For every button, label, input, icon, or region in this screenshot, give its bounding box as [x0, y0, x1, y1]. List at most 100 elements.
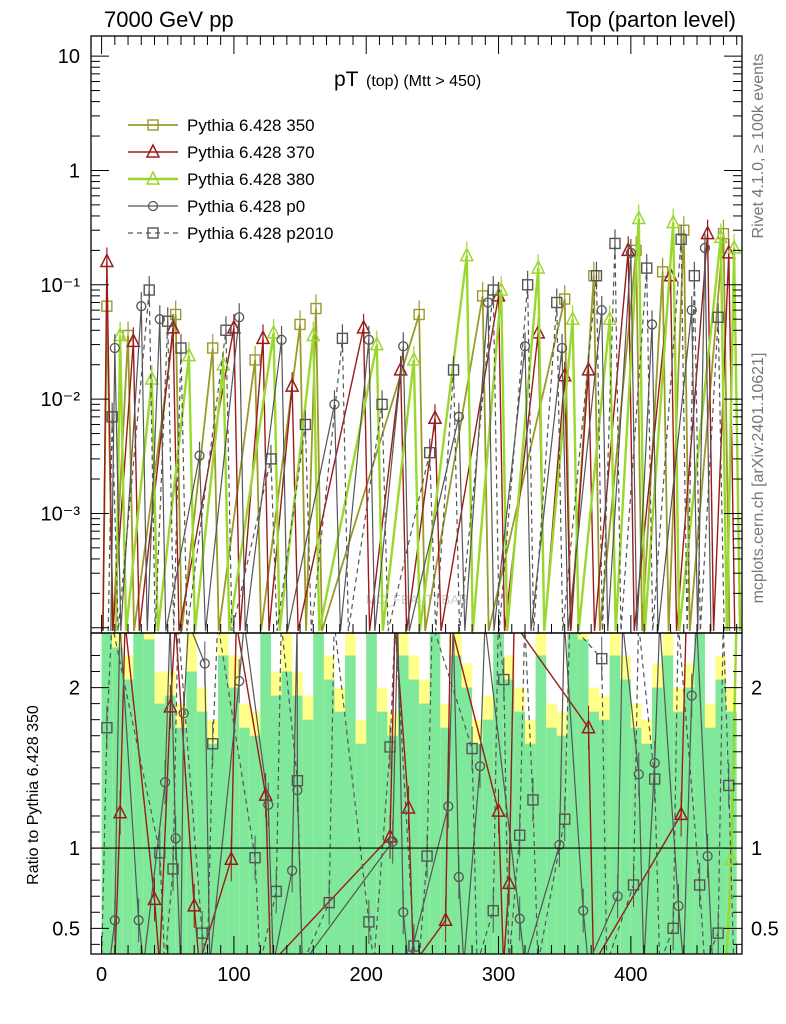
legend-marker	[147, 227, 159, 239]
main-point	[112, 326, 128, 342]
ratio-point	[207, 738, 219, 750]
ratio-point	[199, 658, 210, 669]
header-right: Top (parton level)	[566, 7, 736, 32]
legend-marker	[145, 170, 161, 185]
main-point	[363, 334, 375, 345]
main-point	[721, 244, 736, 259]
main-point	[641, 262, 653, 274]
main-point	[700, 224, 715, 240]
axes: 10 1 10⁻¹ 10⁻² 10⁻³ 0.5 0.5 1 1 2 2 0 100 200 300 400	[41, 36, 779, 986]
mcplots-label: mcplots.cern.ch [arXiv:2401.10621]	[750, 353, 767, 604]
ratio-point	[453, 871, 464, 883]
band-green-bin	[704, 727, 716, 954]
band-green-bin	[609, 655, 621, 954]
main-panel-series	[99, 204, 742, 632]
legend: Pythia 6.428 350 Pythia 6.428 370 Pythia 6…	[128, 116, 334, 243]
main-point	[699, 242, 711, 254]
band-green-bin	[292, 695, 303, 954]
x-tick-label: 0	[96, 964, 107, 986]
ratio-point	[159, 777, 171, 788]
ratio-point	[501, 874, 517, 890]
ratio-uncertainty-bands	[101, 633, 737, 954]
ratio-series-3	[101, 633, 735, 954]
main-point	[162, 315, 174, 327]
legend-label: Pythia 6.428 370	[187, 143, 315, 162]
main-point	[169, 308, 182, 321]
band-green-bin	[334, 711, 346, 954]
main-point	[249, 354, 261, 366]
ratio-y-tick-label-right: 1	[751, 838, 762, 860]
chart-title: pT (top) (Mtt > 450)	[334, 68, 481, 91]
ratio-point	[291, 774, 304, 787]
band-green-bin	[122, 679, 134, 954]
ratio-point	[667, 922, 679, 935]
ratio-point	[466, 742, 478, 755]
main-point	[175, 342, 187, 354]
ratio-point	[398, 907, 409, 918]
ratio-point	[673, 805, 689, 821]
ratio-panel-frame	[90, 632, 743, 955]
ratio-point	[514, 913, 525, 924]
main-point	[675, 233, 687, 245]
band-green-bin	[196, 711, 208, 954]
main-point	[136, 301, 147, 312]
ratio-point	[612, 891, 623, 902]
ratio-point	[686, 690, 697, 701]
ratio-point	[387, 836, 398, 847]
main-point	[234, 312, 245, 323]
band-green-bin	[429, 633, 441, 954]
band-green-bin	[376, 711, 388, 954]
x-tick-label: 300	[482, 964, 515, 986]
main-point	[310, 302, 322, 315]
band-green-bin	[186, 671, 197, 954]
ratio-point	[723, 779, 735, 792]
band-green-bin	[366, 633, 377, 954]
band-green-bin	[323, 679, 335, 954]
main-y-tick-label: 10	[58, 46, 80, 68]
main-point	[398, 341, 409, 352]
main-point	[424, 446, 436, 459]
header-left: 7000 GeV pp	[104, 7, 234, 32]
band-green-bin	[683, 687, 695, 954]
band-green-bin	[440, 727, 451, 954]
main-point	[266, 324, 281, 339]
main-point	[276, 334, 287, 345]
chart-title-main: pT	[334, 68, 359, 91]
band-green-bin	[673, 711, 684, 954]
ratio-point	[196, 927, 208, 939]
band-green-bin	[281, 671, 293, 954]
ratio-point	[474, 761, 486, 772]
band-green-bin	[270, 695, 282, 954]
band-green-bin	[599, 719, 610, 954]
main-point	[144, 370, 160, 385]
band-green-bin	[535, 655, 547, 954]
main-series-4	[106, 225, 725, 632]
main-point	[631, 209, 647, 225]
main-point	[306, 326, 321, 342]
main-y-tick-label: 10⁻¹	[41, 275, 81, 297]
band-green-bin	[345, 655, 356, 954]
main-point	[686, 305, 697, 316]
band-green-bin	[450, 655, 462, 954]
band-green-bin	[397, 655, 409, 954]
main-point	[336, 332, 349, 345]
main-point	[126, 332, 141, 348]
ratio-point	[178, 708, 189, 719]
main-point	[453, 411, 464, 422]
band-green-bin	[313, 633, 324, 954]
legend-marker	[147, 200, 159, 212]
band-green-bin	[503, 679, 515, 954]
ratio-point	[702, 850, 713, 862]
legend-marker	[145, 143, 161, 158]
main-point	[255, 329, 271, 345]
main-point	[220, 324, 232, 336]
ratio-point	[558, 813, 571, 825]
ratio-point	[270, 885, 282, 898]
ratio-point	[109, 915, 120, 926]
band-green-bin	[652, 687, 663, 954]
ratio-point	[170, 833, 181, 844]
main-point	[521, 279, 534, 291]
main-point	[558, 293, 571, 305]
band-green-bin	[408, 679, 420, 954]
ratio-point	[167, 863, 179, 875]
